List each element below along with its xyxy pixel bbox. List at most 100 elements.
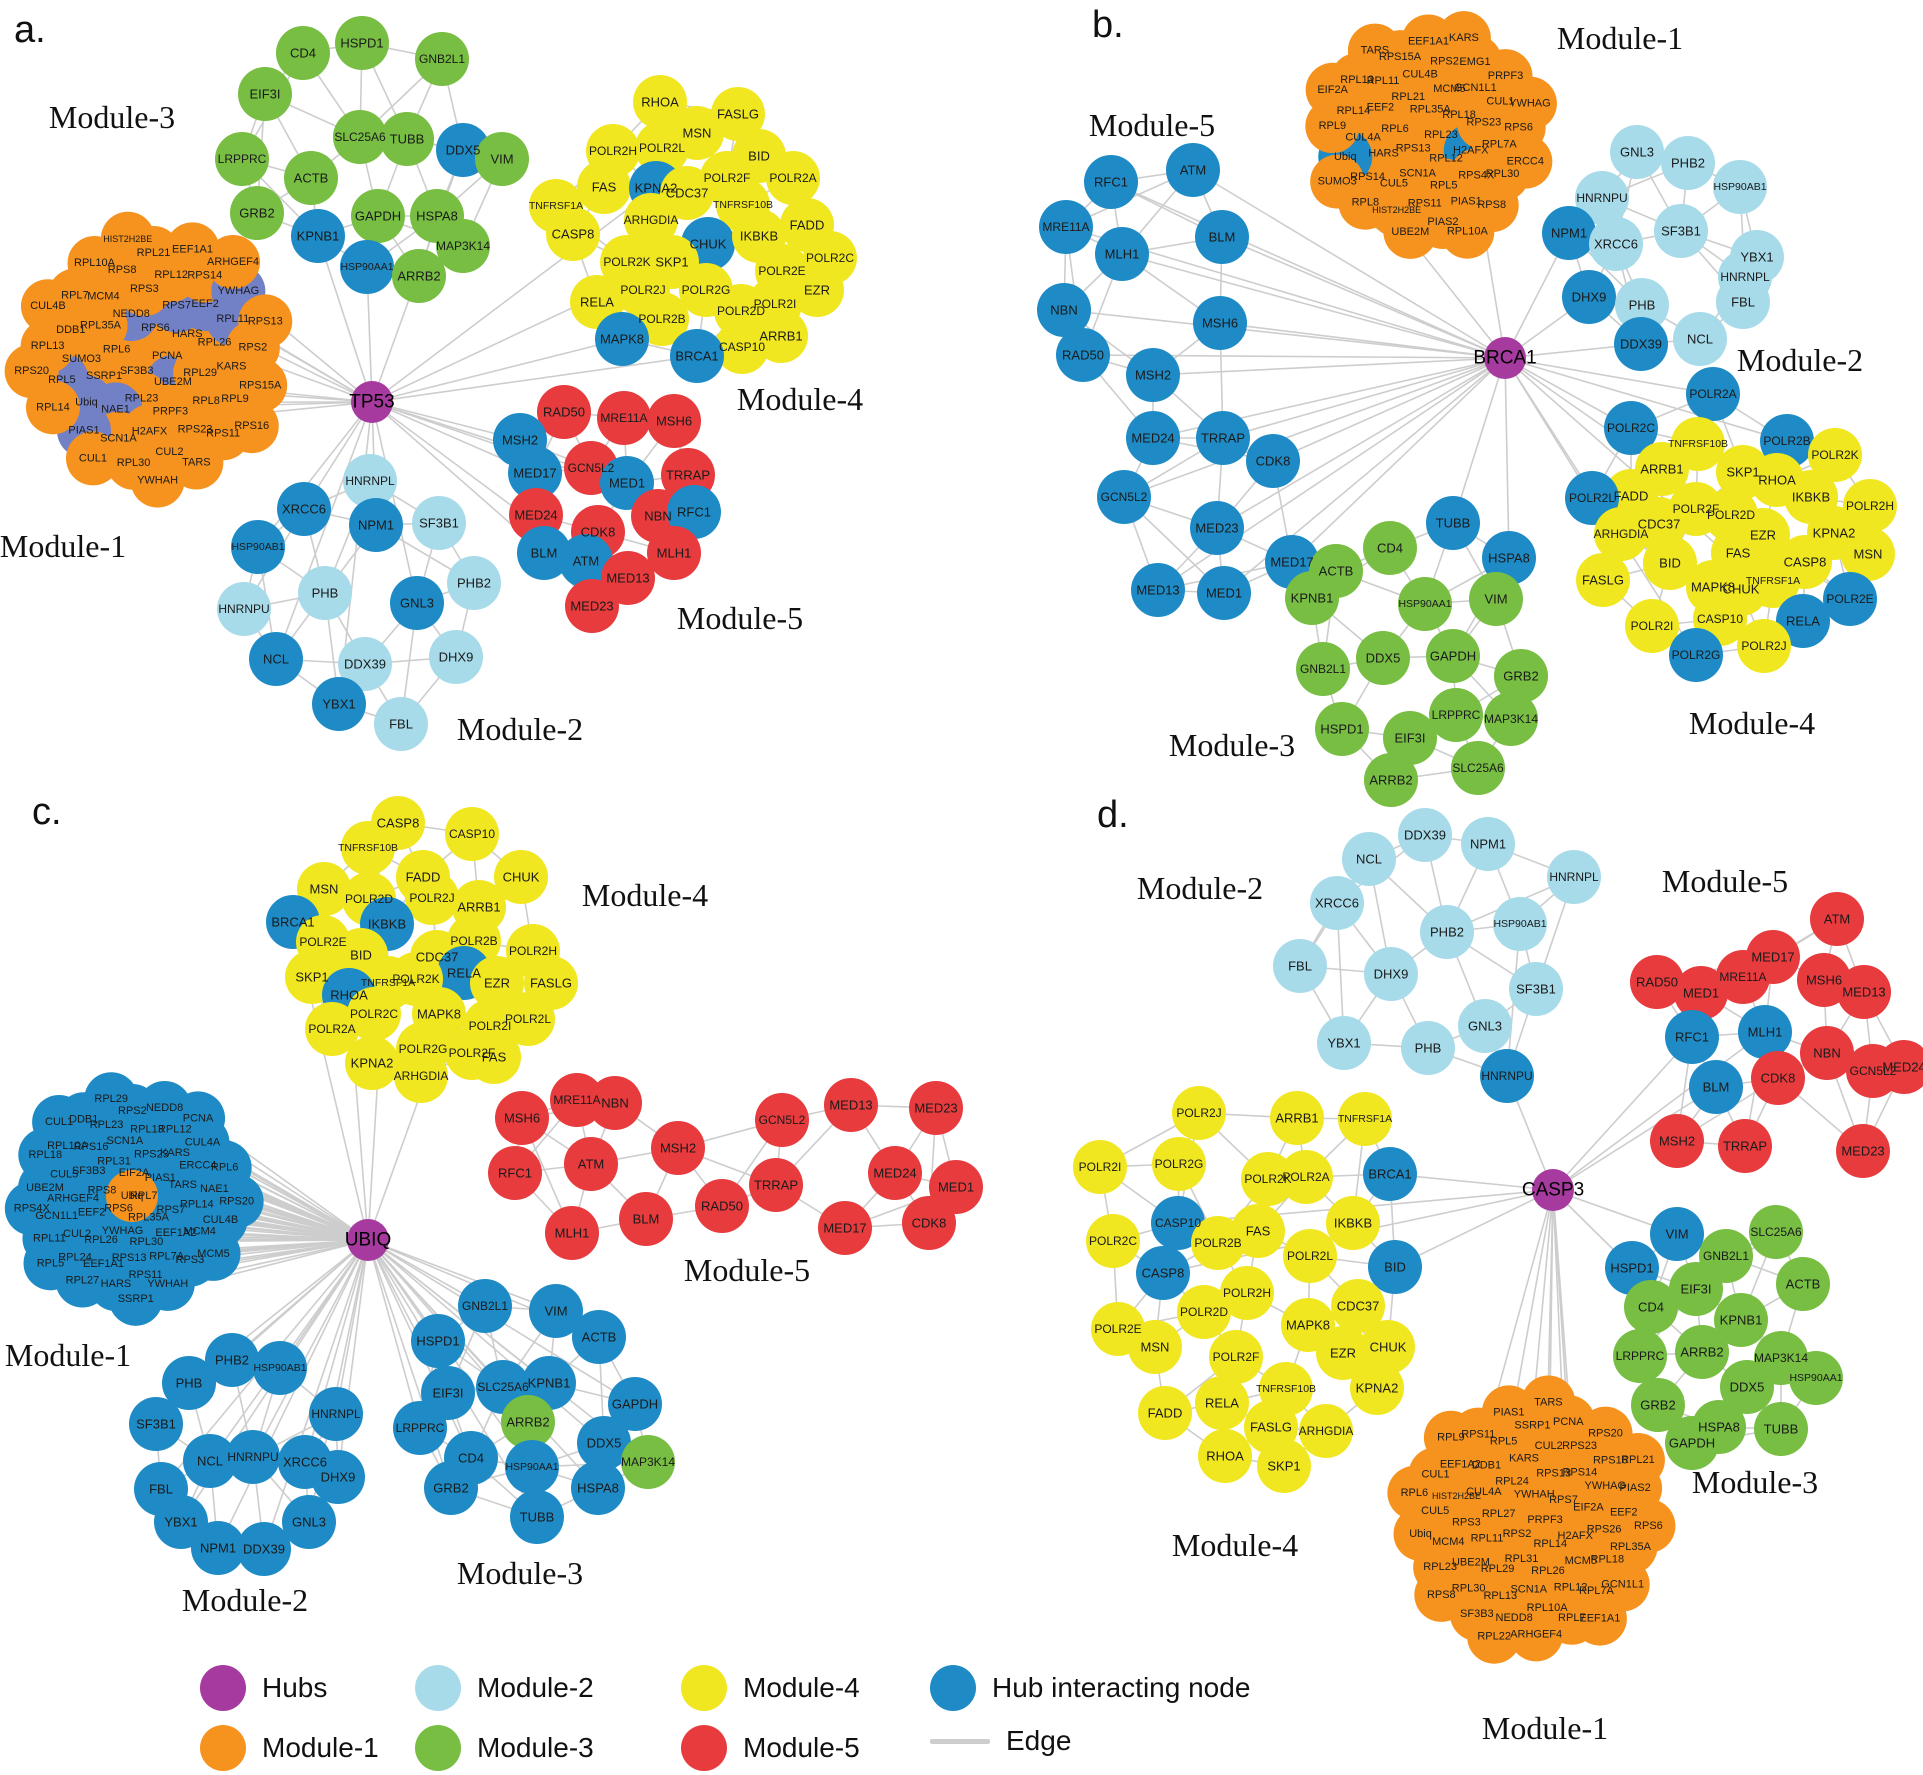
node-RAD50[interactable] [537,385,591,439]
node-SSRP1[interactable] [108,1271,163,1326]
node-POLR2B[interactable] [635,292,689,346]
node-UBE2M[interactable] [1383,204,1438,259]
hub-node-BRCA1[interactable] [1484,337,1526,379]
node-POLR2J[interactable] [1737,619,1791,673]
node-MSH6[interactable] [495,1091,549,1145]
node-MED1[interactable] [1197,566,1251,620]
node-MLH1[interactable] [545,1206,599,1260]
node-BLM[interactable] [1689,1060,1743,1114]
node-FASLG[interactable] [711,87,765,141]
node-ARHGEF4[interactable] [206,234,261,289]
node-NBN[interactable] [588,1076,642,1130]
node-RPL29[interactable] [84,1072,139,1127]
node-NPM1[interactable] [1542,206,1596,260]
node-ARRB2[interactable] [1364,753,1418,807]
node-RPS20[interactable] [209,1174,264,1229]
node-PHB[interactable] [298,566,352,620]
node-DDX39[interactable] [237,1522,291,1576]
node-RPS4X[interactable] [4,1181,59,1236]
node-MED13[interactable] [1131,563,1185,617]
node-ARRB2[interactable] [501,1395,555,1449]
node-TRRAP[interactable] [749,1158,803,1212]
node-MED23[interactable] [909,1081,963,1135]
node-CDC37[interactable] [1331,1279,1385,1333]
node-POLR2J[interactable] [1172,1086,1226,1140]
node-IKBKB[interactable] [1326,1196,1380,1250]
node-CD4[interactable] [276,26,330,80]
node-MED13[interactable] [1837,965,1891,1019]
node-ARRB2[interactable] [392,249,446,303]
node-GRB2[interactable] [1494,649,1548,703]
node-NPM1[interactable] [1461,817,1515,871]
node-TNFRSF1A[interactable] [1338,1092,1392,1146]
node-MRE11A[interactable] [1716,950,1770,1004]
node-ATM[interactable] [1810,892,1864,946]
node-FADD[interactable] [1138,1386,1192,1440]
node-NPM1[interactable] [349,498,403,552]
node-MAPK8[interactable] [595,312,649,366]
node-MSN[interactable] [1128,1320,1182,1374]
node-FASLG[interactable] [1576,553,1630,607]
node-POLR2K[interactable] [1808,428,1862,482]
node-EZR[interactable] [790,263,844,317]
node-MED17[interactable] [818,1201,872,1255]
node-RELA[interactable] [1195,1376,1249,1430]
node-POLR2K[interactable] [1241,1152,1295,1206]
node-GAPDH[interactable] [1665,1416,1719,1470]
node-MAP3K14[interactable] [621,1435,675,1489]
node-GCN5L2[interactable] [1097,470,1151,524]
node-EEF1A1[interactable] [1572,1591,1627,1646]
node-SF3B1[interactable] [129,1397,183,1451]
node-DDX5[interactable] [577,1416,631,1470]
node-CHUK[interactable] [1361,1320,1415,1374]
node-CASP10[interactable] [715,320,769,374]
node-KPNB1[interactable] [1285,571,1339,625]
node-POLR2I[interactable] [1073,1140,1127,1194]
node-RAD50[interactable] [1630,955,1684,1009]
node-LRPPRC[interactable] [1429,688,1483,742]
node-TUBB[interactable] [1426,496,1480,550]
node-MED23[interactable] [1190,501,1244,555]
node-VIM[interactable] [475,132,529,186]
node-RAD50[interactable] [695,1179,749,1233]
node-CASP10[interactable] [1151,1196,1205,1250]
node-PHB[interactable] [1615,278,1669,332]
node-RPS20[interactable] [4,344,59,399]
node-GNL3[interactable] [390,576,444,630]
node-ARRB1[interactable] [1270,1091,1324,1145]
node-CD4[interactable] [1624,1280,1678,1334]
node-EZR[interactable] [1316,1326,1370,1380]
node-HNRNPU[interactable] [1480,1049,1534,1103]
node-KARS[interactable] [1436,11,1491,66]
node-YBX1[interactable] [312,677,366,731]
node-NCL[interactable] [1673,312,1727,366]
node-VIM[interactable] [1469,572,1523,626]
node-GAPDH[interactable] [351,189,405,243]
node-CASP10[interactable] [445,807,499,861]
node-HIST2H2BE[interactable] [100,211,155,266]
node-TUBB[interactable] [510,1490,564,1544]
node-FAS[interactable] [577,160,631,214]
node-BID[interactable] [1643,536,1697,590]
node-ACTB[interactable] [572,1310,626,1364]
node-MLH1[interactable] [1738,1005,1792,1059]
node-POLR2H[interactable] [1220,1266,1274,1320]
node-RELA[interactable] [1776,594,1830,648]
node-CASP8[interactable] [1136,1246,1190,1300]
node-MSH2[interactable] [1126,348,1180,402]
node-RPS6[interactable] [1621,1498,1676,1553]
node-SF3B1[interactable] [412,496,466,550]
node-RFC1[interactable] [1084,155,1138,209]
node-BRCA1[interactable] [670,329,724,383]
node-ARRB2[interactable] [1675,1325,1729,1379]
node-TNFRSF1A[interactable] [1746,554,1800,608]
node-MED17[interactable] [508,446,562,500]
node-HSP90AB1[interactable] [1713,160,1767,214]
node-PHB2[interactable] [1661,136,1715,190]
node-BLM[interactable] [619,1192,673,1246]
node-POLR2G[interactable] [1669,628,1723,682]
node-FAS[interactable] [467,1030,521,1084]
node-SLC25A6[interactable] [1451,741,1505,795]
node-KPNB1[interactable] [1714,1293,1768,1347]
node-KPNA2[interactable] [1350,1361,1404,1415]
